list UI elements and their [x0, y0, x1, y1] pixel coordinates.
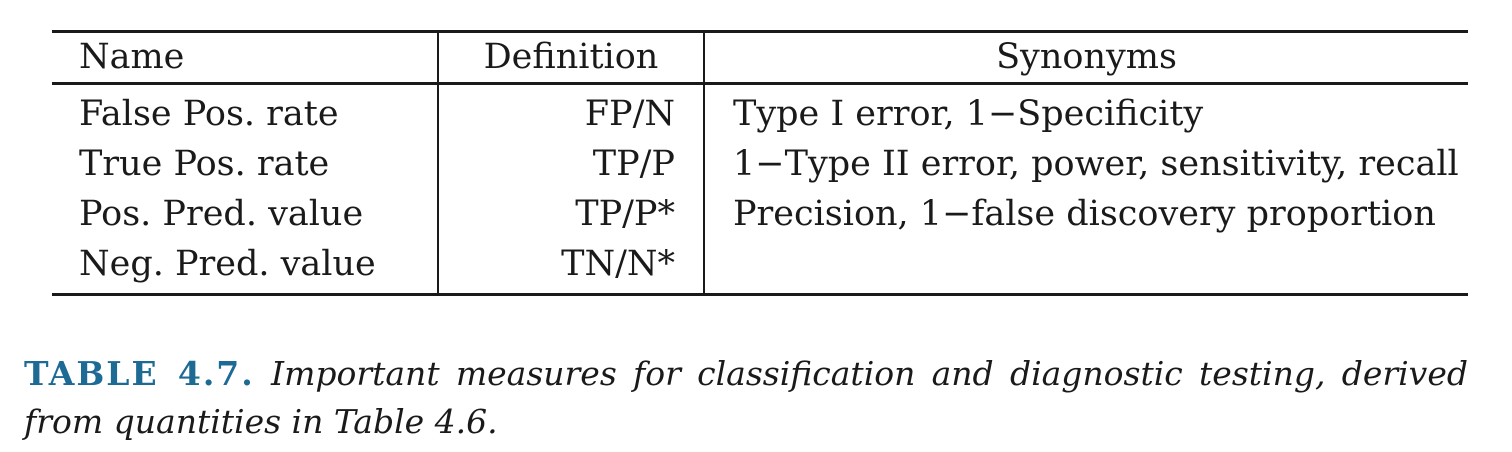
cell-definition: TP/P*: [438, 189, 705, 239]
table-caption: TABLE 4.7. Important measures for classi…: [24, 350, 1468, 446]
header-name: Name: [52, 31, 439, 84]
header-synonyms: Synonyms: [996, 37, 1177, 77]
table-row: Neg. Pred. value TN/N*: [52, 239, 1468, 295]
table-row: True Pos. rate TP/P 1−Type II error, pow…: [52, 139, 1468, 189]
cell-synonyms: Precision, 1−false discovery proportion: [733, 193, 1436, 234]
caption-label: TABLE 4.7.: [24, 354, 255, 393]
cell-definition: TN/N*: [438, 239, 705, 295]
table-header-row: Name Definition Synonyms: [52, 31, 1468, 84]
cell-synonyms: 1−Type II error, power, sensitivity, rec…: [733, 143, 1459, 184]
caption-text: Important measures for classification an…: [24, 354, 1468, 441]
cell-synonyms: Type I error, 1−Specificity: [733, 93, 1204, 134]
cell-name: True Pos. rate: [52, 139, 439, 189]
cell-definition: FP/N: [438, 83, 705, 139]
table-row: False Pos. rate FP/N Type I error, 1−Spe…: [52, 83, 1468, 139]
cell-definition: TP/P: [438, 139, 705, 189]
measures-table-container: Name Definition Synonyms False Pos. rate…: [52, 30, 1468, 296]
table-row: Pos. Pred. value TP/P* Precision, 1−fals…: [52, 189, 1468, 239]
cell-name: False Pos. rate: [52, 83, 439, 139]
header-definition: Definition: [438, 31, 705, 84]
cell-name: Pos. Pred. value: [52, 189, 439, 239]
measures-table: Name Definition Synonyms False Pos. rate…: [52, 30, 1468, 296]
cell-name: Neg. Pred. value: [52, 239, 439, 295]
cell-synonyms: [704, 239, 1468, 295]
